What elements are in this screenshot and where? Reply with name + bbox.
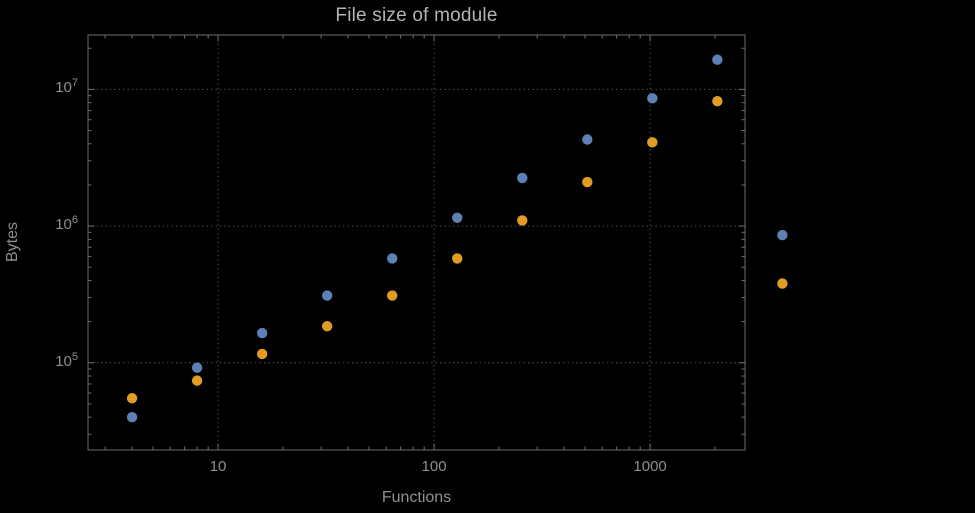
data-point-series-2 <box>126 393 138 404</box>
data-point-series-2 <box>517 215 528 226</box>
y-tick-label: 107 <box>55 77 78 97</box>
chart-title: File size of module <box>335 5 498 26</box>
data-point-series-1 <box>647 93 658 104</box>
x-tick-label: 100 <box>421 458 447 475</box>
data-point-series-1 <box>256 327 268 339</box>
x-tick-label: 10 <box>209 458 227 475</box>
data-point-series-2 <box>582 176 593 188</box>
data-point-series-2 <box>191 375 203 386</box>
x-axis-label: Functions <box>381 489 452 506</box>
y-tick-label: 106 <box>55 214 78 234</box>
data-point-series-2 <box>387 290 398 301</box>
data-point-series-2 <box>256 348 268 360</box>
data-point-series-2 <box>452 253 463 264</box>
data-point-series-1 <box>387 253 398 264</box>
x-tick-label: 1000 <box>633 458 667 475</box>
data-point-series-1 <box>777 229 788 241</box>
data-point-series-1 <box>517 172 528 184</box>
data-point-series-1 <box>321 290 333 301</box>
data-point-series-2 <box>647 137 658 148</box>
data-point-series-2 <box>712 95 723 107</box>
data-point-series-2 <box>777 278 788 289</box>
data-point-series-1 <box>126 411 138 423</box>
y-tick-label: 105 <box>55 350 78 370</box>
data-point-series-1 <box>712 54 723 65</box>
data-point-series-1 <box>452 212 463 223</box>
plot-frame <box>87 34 746 451</box>
data-point-series-1 <box>191 362 203 373</box>
data-point-series-1 <box>582 134 593 145</box>
data-point-series-2 <box>321 321 333 332</box>
